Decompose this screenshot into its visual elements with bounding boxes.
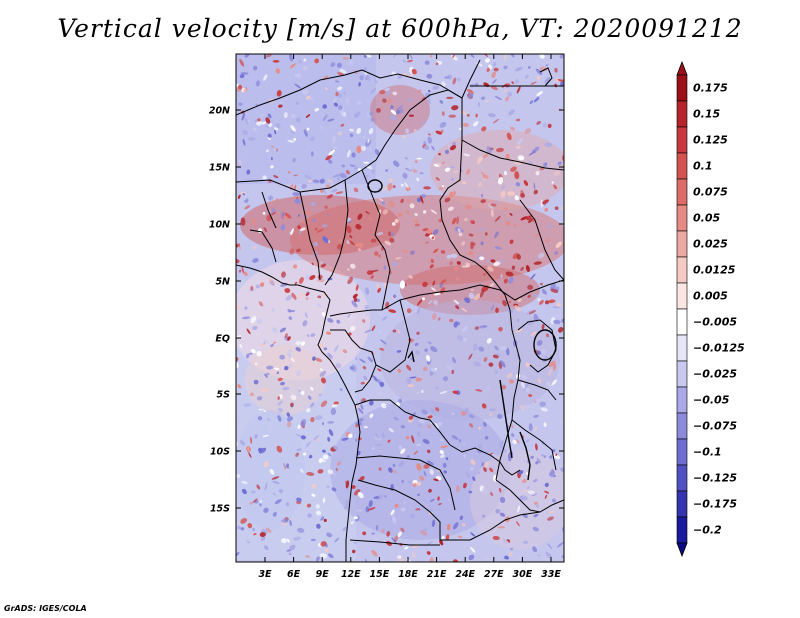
colorbar-label: −0.05 — [693, 394, 730, 407]
colorbar-cell — [676, 516, 688, 544]
lon-label: 9E — [316, 569, 330, 580]
lat-label: EQ — [215, 334, 230, 345]
lon-label: 21E — [427, 569, 447, 580]
lakes — [367, 179, 557, 481]
colorbar-label: −0.175 — [693, 498, 737, 511]
coastline — [236, 264, 361, 562]
lon-label: 27E — [484, 569, 504, 580]
colorbar-cell — [676, 438, 688, 466]
lon-label: 6E — [287, 569, 301, 580]
colorbar-cell — [676, 126, 688, 154]
colorbar-cell — [676, 360, 688, 388]
colorbar-cell — [676, 412, 688, 440]
lon-label: 12E — [341, 569, 361, 580]
lon-label: 24E — [455, 569, 475, 580]
lat-label: 10S — [210, 447, 230, 458]
colorbar-label: 0.0125 — [693, 264, 736, 277]
colorbar-cell — [676, 230, 688, 258]
colorbar-cell — [676, 152, 688, 180]
colorbar-label: −0.075 — [693, 420, 737, 433]
colorbar-label: 0.075 — [693, 186, 728, 199]
colorbar-cell — [676, 204, 688, 232]
colorbar: 0.175 0.15 0.125 0.1 0.075 0.05 0.025 0.0125 0.0… — [676, 60, 745, 558]
colorbar-cell — [676, 490, 688, 518]
colorbar-cell — [676, 74, 688, 102]
colorbar-label: 0.15 — [693, 108, 720, 121]
colorbar-cell — [676, 308, 688, 336]
lat-label: 15N — [209, 163, 230, 174]
colorbar-label: 0.125 — [693, 134, 728, 147]
lat-label: 5S — [217, 390, 231, 401]
colorbar-label: −0.125 — [693, 472, 737, 485]
colorbar-label: −0.025 — [693, 368, 737, 381]
lat-label: 5N — [215, 277, 230, 288]
colorbar-cell — [676, 178, 688, 206]
colorbar-bottom-arrow — [676, 542, 688, 558]
longitude-axis: 3E 6E 9E 12E 15E 18E 21E 24E 27E 30E 33E — [258, 54, 561, 580]
colorbar-label: −0.2 — [693, 524, 722, 537]
velocity-field — [236, 54, 564, 562]
lat-label: 10N — [209, 220, 230, 231]
map-title: Vertical velocity [m/s] at 600hPa, VT: 2… — [57, 14, 743, 43]
colorbar-cell — [676, 256, 688, 284]
lon-label: 3E — [258, 569, 272, 580]
credit-label: GrADS: IGES/COLA — [4, 604, 87, 613]
colorbar-cell — [676, 386, 688, 414]
lon-label: 15E — [370, 569, 390, 580]
colorbar-cell — [676, 464, 688, 492]
map-frame — [235, 53, 565, 563]
colorbar-label: 0.175 — [693, 82, 728, 95]
lon-label: 33E — [541, 569, 561, 580]
colorbar-label: −0.1 — [693, 446, 722, 459]
colorbar-label: 0.1 — [693, 160, 713, 173]
lon-label: 18E — [398, 569, 418, 580]
colorbar-top-arrow — [676, 60, 688, 76]
latitude-axis: 20N 15N 10N 5N EQ 5S 10S 15S — [209, 106, 564, 515]
colorbar-label: −0.005 — [693, 316, 737, 329]
colorbar-label: 0.005 — [693, 290, 728, 303]
lat-label: 15S — [210, 504, 230, 515]
colorbar-label: 0.025 — [693, 238, 728, 251]
colorbar-cell — [676, 334, 688, 362]
colorbar-cell — [676, 282, 688, 310]
colorbar-cell — [676, 100, 688, 128]
colorbar-label: 0.05 — [693, 212, 720, 225]
lat-label: 20N — [209, 106, 230, 117]
colorbar-label: −0.0125 — [693, 342, 745, 355]
country-boundaries — [236, 59, 564, 562]
lon-label: 30E — [513, 569, 533, 580]
